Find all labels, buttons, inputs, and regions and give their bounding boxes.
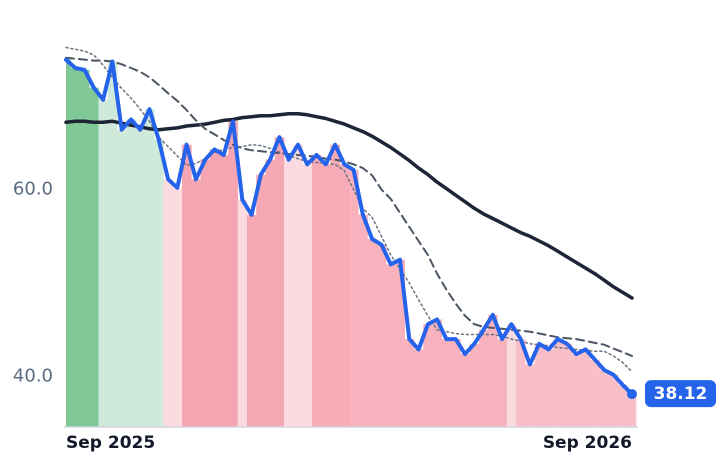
area-bar (553, 339, 563, 427)
area-bar (107, 61, 118, 427)
area-bar (469, 343, 480, 427)
area-bar (497, 339, 508, 427)
area-bar (70, 68, 81, 427)
area-bar (543, 349, 554, 427)
area-bar (386, 264, 396, 427)
series-line (65, 56, 633, 357)
end-dot (627, 389, 637, 400)
y-tick-label: 40.0 (13, 366, 53, 387)
area-bar (618, 384, 628, 427)
area-bar (191, 179, 201, 427)
area-bar (256, 174, 266, 427)
area-bar (79, 69, 90, 428)
area-bar (460, 354, 470, 427)
area-bar (302, 164, 313, 427)
area-bar (627, 394, 637, 427)
area-bar (126, 119, 136, 428)
area-bar (580, 349, 591, 427)
end-label: 38.12 (654, 384, 708, 404)
area-bar (423, 324, 433, 427)
area-bar (237, 199, 248, 427)
area-bar (404, 339, 415, 427)
area-bar (367, 239, 378, 427)
area-bar (339, 164, 350, 427)
area-bar (154, 140, 164, 428)
area-bar (395, 259, 405, 427)
x-tick-label: Sep 2025 (66, 433, 155, 453)
area-bar (376, 244, 387, 427)
series-line (64, 57, 634, 397)
area-bar (562, 343, 572, 427)
area-bar (349, 169, 359, 427)
area-bar (181, 144, 192, 427)
area-bar (284, 159, 294, 428)
area-bar (525, 364, 535, 427)
area-bar (163, 179, 174, 427)
area-bar (590, 359, 600, 427)
area-bar (488, 314, 498, 427)
area-bar (135, 129, 146, 427)
x-tick-label: Sep 2026 (543, 433, 632, 453)
area-bar (144, 109, 155, 427)
area-bar (571, 354, 582, 427)
area-bar (265, 159, 276, 428)
area-bar (330, 144, 341, 427)
area-bar (209, 149, 220, 427)
area-bar (478, 329, 489, 427)
area-bar (246, 214, 257, 427)
y-tick-label: 60.0 (13, 179, 53, 200)
area-bar (413, 349, 424, 427)
area-bar (358, 214, 368, 427)
area-bar (293, 144, 303, 427)
area-bar (599, 369, 610, 427)
area-bar (441, 339, 452, 427)
area-bar (321, 164, 331, 427)
area-bar (66, 59, 71, 428)
area-bar (451, 339, 461, 427)
area-bar (516, 339, 526, 427)
area-bar (228, 121, 238, 428)
area-bar (534, 343, 545, 427)
series-line (64, 112, 634, 300)
area-bar (219, 154, 229, 427)
area-bar (274, 137, 285, 427)
area-bar (432, 319, 443, 427)
area-bar (172, 187, 183, 427)
area-bar (608, 374, 619, 427)
area-bar (98, 99, 109, 428)
end-label-box (645, 380, 716, 408)
area-bar (89, 87, 99, 427)
area-bar (200, 159, 211, 428)
area-bar (311, 154, 322, 427)
area-bar (506, 324, 517, 427)
area-bar (117, 129, 127, 427)
